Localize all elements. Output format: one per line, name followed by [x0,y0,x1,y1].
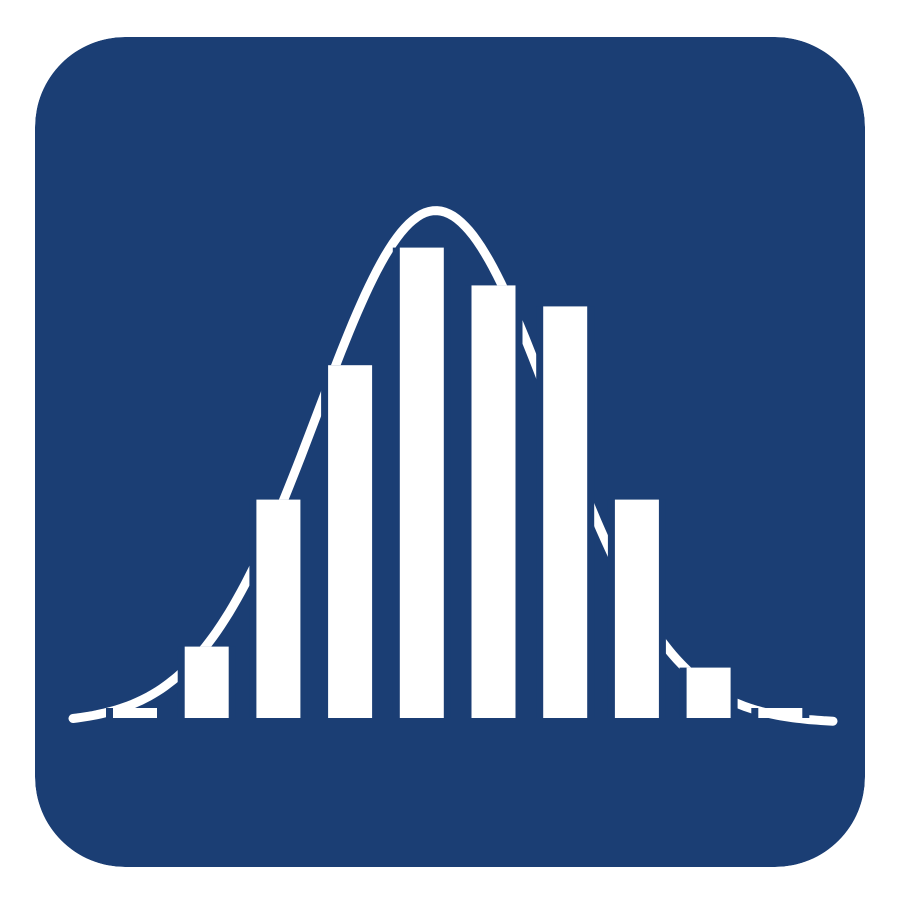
histogram-bar [113,708,157,718]
histogram-bar [471,285,516,718]
histogram-bar [328,365,373,718]
histogram-bar [184,646,229,718]
histogram-bar [614,499,659,718]
app-icon-tile [35,37,865,867]
histogram-bar [399,247,444,718]
histogram-bar [256,499,301,718]
histogram-bar [758,708,803,718]
histogram-bar [543,306,588,718]
histogram-bar [686,667,731,718]
histogram-bell-curve-icon [35,37,865,867]
